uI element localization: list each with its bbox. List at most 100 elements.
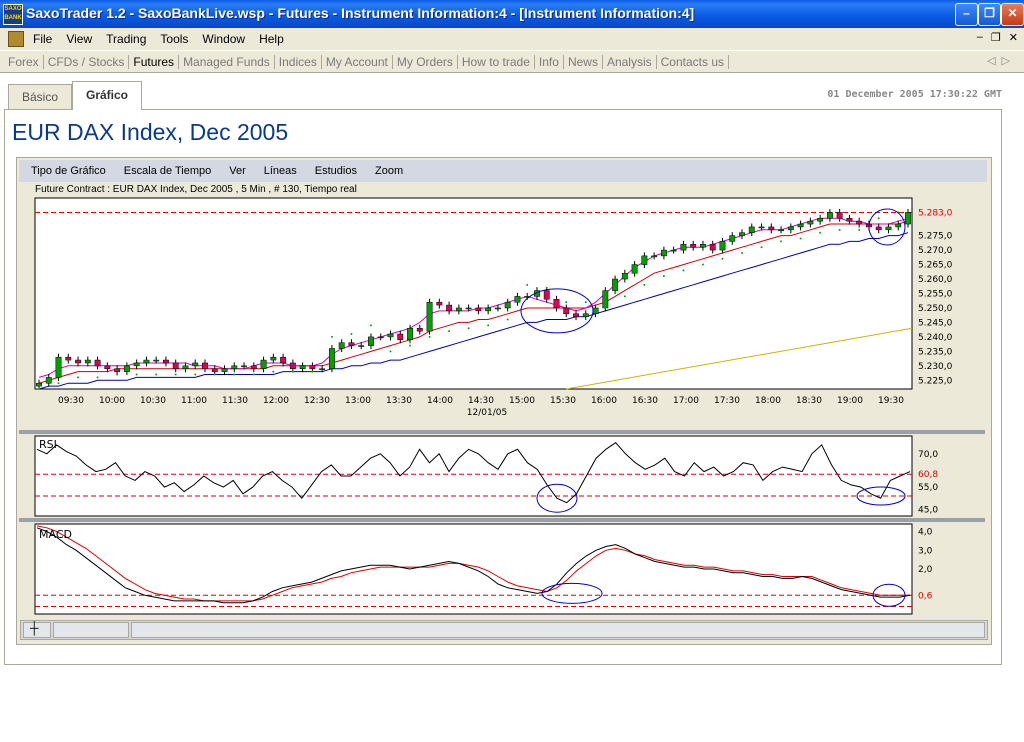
nav-item-my-orders[interactable]: My Orders (393, 55, 458, 69)
candle-body (436, 301, 443, 306)
price-x-tick: 14:00 (427, 396, 453, 406)
candle-body (621, 272, 628, 280)
status-segment-1 (53, 622, 129, 638)
candle-body (787, 226, 794, 231)
candle-body (94, 359, 101, 367)
sar-dot (174, 373, 177, 376)
ma-short-line (38, 217, 909, 378)
sar-dot (623, 295, 626, 298)
tab-panel (4, 109, 1002, 665)
nav-item-contacts-us[interactable]: Contacts us (657, 55, 730, 69)
candle-body (328, 348, 335, 369)
sar-dot (38, 388, 40, 390)
document-icon[interactable] (8, 31, 24, 47)
highlight-circle (856, 486, 906, 506)
sar-dot (721, 257, 724, 260)
macd-y-tick: 0,6 (918, 591, 933, 601)
price-y-tick: 5.240,0 (918, 333, 953, 343)
price-x-tick: 13:30 (386, 396, 412, 406)
candle-body (856, 220, 863, 225)
candle-body (319, 368, 326, 370)
sar-dot (369, 324, 372, 327)
candle-body (729, 235, 736, 242)
nav-item-forex[interactable]: Forex (4, 55, 44, 69)
chart-menu-item-1[interactable]: Escala de Tiempo (123, 165, 212, 177)
sar-dot (467, 327, 470, 330)
sar-dot (311, 370, 314, 373)
nav-item-info[interactable]: Info (535, 55, 564, 69)
candle-body (377, 336, 384, 339)
price-x-tick: 18:00 (755, 396, 781, 406)
charts-svg[interactable]: 5.225,0 5.230,0 5.235,0 5.240,0 5.245,0 5.250… (17, 194, 991, 634)
mdi-close-icon[interactable]: ✕ (1008, 32, 1018, 44)
tab-grafico[interactable]: Gráfico (72, 81, 142, 110)
menu-item-window[interactable]: Window (202, 32, 246, 46)
nav-item-how-to-trade[interactable]: How to trade (458, 55, 535, 69)
nav-item-managed-funds[interactable]: Managed Funds (179, 55, 275, 69)
rsi-y-tick: 45,0 (918, 505, 938, 515)
sar-dot (350, 333, 353, 336)
price-y-tick: 5.260,0 (918, 275, 953, 285)
candle-body (660, 249, 667, 257)
timestamp: 01 December 2005 17:30:22 GMT (827, 89, 1002, 100)
candle-body (123, 365, 130, 372)
maximize-button[interactable]: ❐ (978, 3, 1001, 26)
chart-menu-item-3[interactable]: Líneas (263, 165, 297, 177)
sar-dot (506, 318, 509, 321)
menu-item-tools[interactable]: Tools (160, 32, 189, 46)
candle-body (700, 244, 706, 248)
sar-dot (448, 330, 451, 333)
close-button[interactable]: ✕ (1001, 3, 1024, 26)
sar-dot (838, 228, 841, 231)
mdi-restore-icon[interactable]: ❐ (990, 32, 1001, 44)
menu-item-help[interactable]: Help (259, 32, 284, 46)
nav-item-news[interactable]: News (564, 55, 603, 69)
sar-dot (291, 370, 294, 373)
nav-scroll-arrows[interactable]: ◁▷ (987, 55, 1016, 67)
crosshair-icon: ┼ (30, 621, 39, 635)
highlight-circle (872, 583, 906, 607)
sar-dot (116, 373, 119, 376)
nav-items: Forex CFDs / Stocks Futures Managed Funds In… (4, 55, 730, 69)
candle-body (143, 359, 150, 364)
candle-body (709, 244, 716, 251)
crosshair-tool-button[interactable]: ┼ (23, 621, 51, 638)
price-x-tick: 10:00 (99, 396, 125, 406)
menu-bar: File View Trading Tools Window Help – ❐ ✕ (0, 28, 1024, 51)
candle-body (494, 307, 501, 310)
nav-item-futures[interactable]: Futures (129, 55, 180, 69)
sar-dot (526, 283, 529, 286)
menu-item-file[interactable]: File (33, 32, 53, 46)
chart-menu-item-5[interactable]: Zoom (374, 165, 404, 177)
menu-item-trading[interactable]: Trading (106, 32, 147, 46)
candle-body (75, 359, 81, 364)
price-x-tick: 19:00 (837, 396, 863, 406)
candle-body (192, 362, 199, 367)
last-price-label: 5.283,0 (918, 208, 953, 218)
candle-body (455, 307, 462, 312)
price-y-tick: 5.275,0 (918, 232, 953, 242)
candle-body (602, 290, 609, 309)
highlight-circle (541, 582, 603, 604)
candle-body (162, 359, 169, 364)
price-y-tick: 5.270,0 (918, 246, 953, 256)
mdi-minimize-icon[interactable]: – (976, 31, 983, 43)
nav-item-my-account[interactable]: My Account (322, 55, 393, 69)
nav-item-indices[interactable]: Indices (275, 55, 322, 69)
chart-menu-item-4[interactable]: Estudios (314, 165, 357, 177)
nav-item-cfds-stocks[interactable]: CFDs / Stocks (44, 55, 130, 69)
menu-item-view[interactable]: View (66, 32, 93, 46)
candle-body (231, 365, 238, 369)
sar-dot (409, 344, 412, 347)
candle-body (895, 223, 902, 228)
chart-menu-item-0[interactable]: Tipo de Gráfico (31, 165, 106, 177)
chart-menu-item-2[interactable]: Ver (229, 165, 246, 177)
candle-body (446, 304, 453, 312)
nav-item-analysis[interactable]: Analysis (603, 55, 657, 69)
candle-body (797, 223, 804, 228)
minimize-button[interactable]: – (955, 3, 978, 26)
tab-basico[interactable]: Básico (8, 84, 72, 110)
price-x-tick: 16:30 (632, 396, 658, 406)
candle-body (416, 327, 423, 332)
price-y-tick: 5.225,0 (918, 376, 953, 386)
